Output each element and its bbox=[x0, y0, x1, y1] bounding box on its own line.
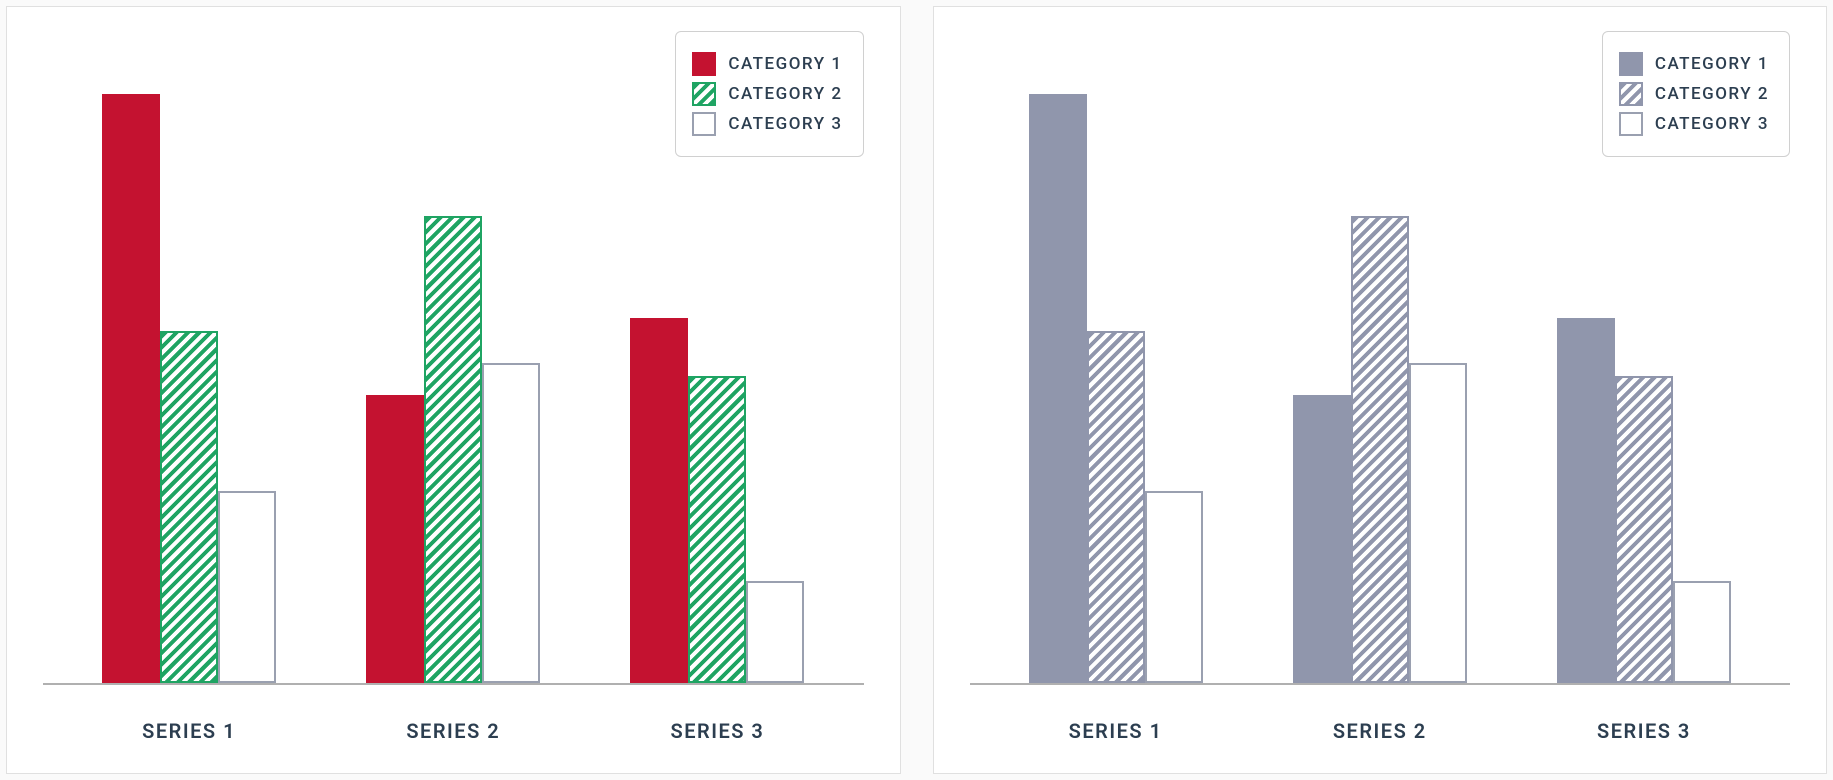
bar bbox=[1351, 216, 1409, 683]
chart-panel-left: CATEGORY 1 CATEGORY 2 CATEGORY 3 bbox=[6, 6, 901, 774]
x-axis-label: SERIES 3 bbox=[1512, 703, 1776, 753]
bar bbox=[366, 395, 424, 683]
legend-swatch-outline bbox=[1619, 112, 1643, 136]
legend-label: CATEGORY 1 bbox=[1655, 54, 1769, 74]
legend-label: CATEGORY 1 bbox=[728, 54, 842, 74]
page: CATEGORY 1 CATEGORY 2 CATEGORY 3 bbox=[0, 0, 1833, 780]
legend-label: CATEGORY 2 bbox=[728, 84, 842, 104]
bar-group bbox=[1248, 43, 1512, 683]
legend-item: CATEGORY 3 bbox=[692, 112, 842, 136]
legend-label: CATEGORY 3 bbox=[728, 114, 842, 134]
legend-item: CATEGORY 3 bbox=[1619, 112, 1769, 136]
legend-label: CATEGORY 3 bbox=[1655, 114, 1769, 134]
bar bbox=[1673, 581, 1731, 683]
bar bbox=[1029, 94, 1087, 683]
x-axis-label: SERIES 2 bbox=[321, 703, 585, 753]
bar bbox=[1557, 318, 1615, 683]
bar-group bbox=[984, 43, 1248, 683]
bar bbox=[746, 581, 804, 683]
bar-group bbox=[321, 43, 585, 683]
legend: CATEGORY 1 CATEGORY 2 CATEGORY 3 bbox=[675, 31, 863, 157]
bar bbox=[688, 376, 746, 683]
legend-swatch-outline bbox=[692, 112, 716, 136]
x-axis-label: SERIES 1 bbox=[57, 703, 321, 753]
bar-group bbox=[57, 43, 321, 683]
bar bbox=[1087, 331, 1145, 683]
legend-label: CATEGORY 2 bbox=[1655, 84, 1769, 104]
bar bbox=[482, 363, 540, 683]
bar bbox=[1145, 491, 1203, 683]
legend-swatch-hatched bbox=[692, 82, 716, 106]
bar bbox=[218, 491, 276, 683]
legend-swatch-solid bbox=[1619, 52, 1643, 76]
legend-item: CATEGORY 1 bbox=[1619, 52, 1769, 76]
x-axis-label: SERIES 3 bbox=[585, 703, 849, 753]
x-axis-label: SERIES 2 bbox=[1248, 703, 1512, 753]
bar bbox=[1615, 376, 1673, 683]
x-axis-labels: SERIES 1 SERIES 2 SERIES 3 bbox=[43, 703, 864, 753]
bar bbox=[102, 94, 160, 683]
bar bbox=[1409, 363, 1467, 683]
chart-panel-right: CATEGORY 1 CATEGORY 2 CATEGORY 3 bbox=[933, 6, 1828, 774]
bar bbox=[160, 331, 218, 683]
legend-swatch-hatched bbox=[1619, 82, 1643, 106]
legend: CATEGORY 1 CATEGORY 2 CATEGORY 3 bbox=[1602, 31, 1790, 157]
legend-swatch-solid bbox=[692, 52, 716, 76]
x-axis-label: SERIES 1 bbox=[984, 703, 1248, 753]
legend-item: CATEGORY 2 bbox=[1619, 82, 1769, 106]
bar bbox=[1293, 395, 1351, 683]
legend-item: CATEGORY 2 bbox=[692, 82, 842, 106]
legend-item: CATEGORY 1 bbox=[692, 52, 842, 76]
bar bbox=[630, 318, 688, 683]
bar bbox=[424, 216, 482, 683]
x-axis-labels: SERIES 1 SERIES 2 SERIES 3 bbox=[970, 703, 1791, 753]
